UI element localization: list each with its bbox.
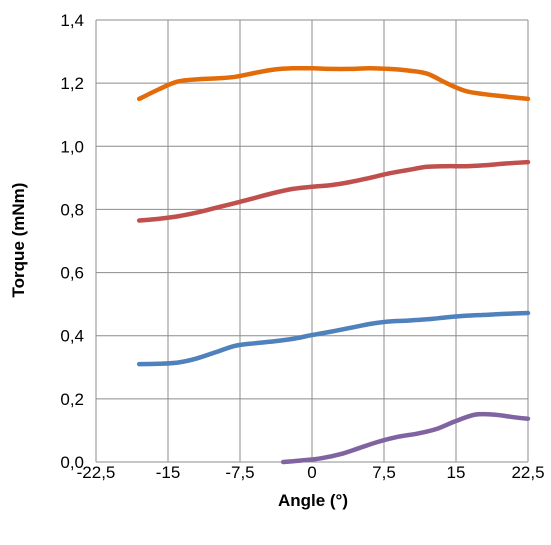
y-tick-label: 0,2 — [60, 390, 84, 409]
series-lines — [136, 65, 531, 465]
y-tick-label: 0,0 — [60, 453, 84, 472]
series-line-1 — [136, 65, 531, 102]
gridlines — [95, 19, 529, 463]
y-tick-label: 1,0 — [60, 137, 84, 156]
y-axis-title: Torque (mNm) — [9, 183, 28, 298]
series-line-4 — [280, 411, 531, 465]
y-tick-label: 1,2 — [60, 74, 84, 93]
x-axis-title: Angle (°) — [278, 491, 348, 510]
x-tick-label: -7,5 — [225, 463, 254, 482]
x-tick-label: 0 — [307, 463, 316, 482]
x-tick-label: 15 — [447, 463, 466, 482]
x-tick-label: -15 — [156, 463, 181, 482]
series-line-3 — [136, 310, 531, 367]
y-tick-label: 1,4 — [60, 11, 84, 30]
x-tick-label: 22,5 — [511, 463, 544, 482]
x-tick-label: -22,5 — [77, 463, 116, 482]
x-tick-label: 7,5 — [372, 463, 396, 482]
y-tick-labels: 0,0 0,2 0,4 0,6 0,8 1,0 1,2 1,4 — [60, 11, 84, 472]
x-tick-labels: -22,5 -15 -7,5 0 7,5 15 22,5 — [77, 463, 545, 482]
y-tick-label: 0,4 — [60, 327, 84, 346]
series-line-2 — [136, 159, 531, 223]
y-tick-label: 0,6 — [60, 264, 84, 283]
y-tick-label: 0,8 — [60, 200, 84, 219]
